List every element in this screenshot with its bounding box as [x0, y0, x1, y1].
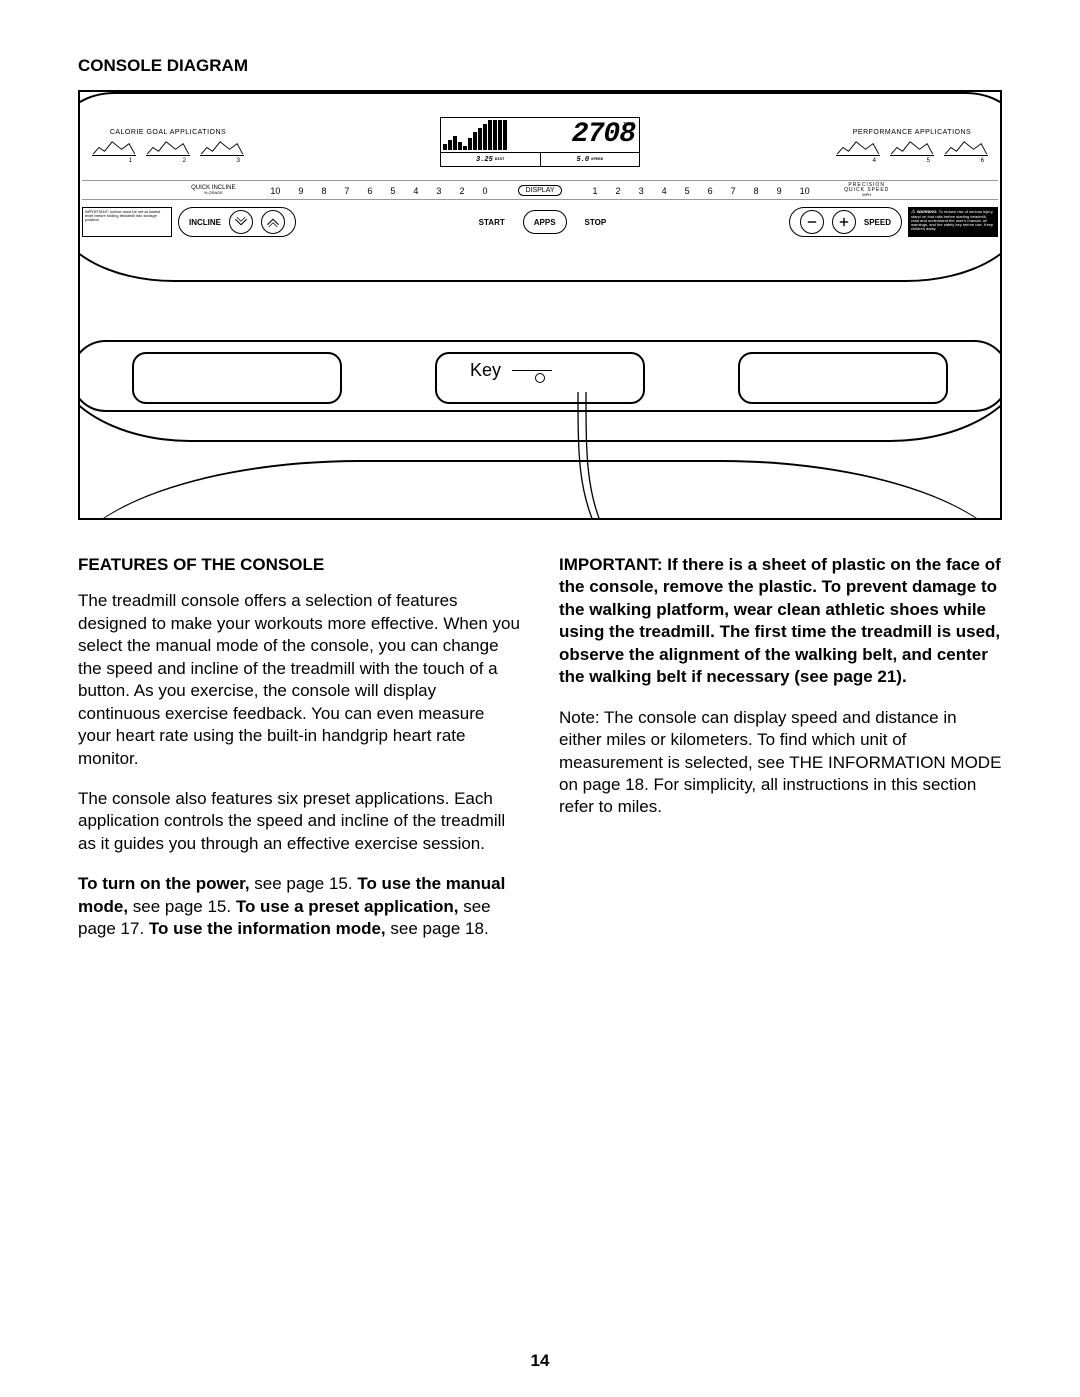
speed-preset-1[interactable]: 1 — [593, 186, 598, 196]
lcd-main-number: 2708 — [517, 121, 639, 149]
features-para-3: To turn on the power, see page 15. To us… — [78, 873, 521, 940]
important-para: IMPORTANT: If there is a sheet of plasti… — [559, 554, 1002, 689]
quick-incline-label: QUICK INCLINE % GRADE — [187, 185, 239, 195]
calorie-app-2[interactable]: 2 — [146, 138, 190, 156]
console-diagram: CALORIE GOAL APPLICATIONS 123 2708 TIME … — [78, 90, 1002, 520]
incline-preset-6[interactable]: 6 — [367, 186, 372, 196]
incline-preset-3[interactable]: 3 — [436, 186, 441, 196]
lcd-profile-bars — [441, 118, 517, 152]
speed-down-button[interactable] — [800, 210, 824, 234]
speed-group: SPEED — [789, 207, 902, 237]
performance-app-5[interactable]: 5 — [890, 138, 934, 156]
handlebar-arc — [78, 388, 1002, 520]
page-number: 14 — [0, 1351, 1080, 1371]
speed-preset-4[interactable]: 4 — [662, 186, 667, 196]
lcd-display: 2708 TIME 3.25DIST 5.0SPEED — [440, 117, 640, 167]
quick-number-row: QUICK INCLINE % GRADE 10 9 8 7 6 5 4 3 2 0 DISPLA… — [82, 180, 998, 200]
speed-preset-6[interactable]: 6 — [708, 186, 713, 196]
calorie-apps: CALORIE GOAL APPLICATIONS 123 — [92, 129, 244, 156]
speed-preset-8[interactable]: 8 — [754, 186, 759, 196]
incline-preset-0[interactable]: 0 — [482, 186, 487, 196]
tether-cord — [568, 392, 688, 520]
incline-label: INCLINE — [189, 218, 221, 227]
lcd-dist: 3.25DIST — [441, 153, 540, 166]
incline-preset-9[interactable]: 9 — [298, 186, 303, 196]
calorie-apps-label: CALORIE GOAL APPLICATIONS — [110, 129, 226, 136]
text-columns: FEATURES OF THE CONSOLE The treadmill co… — [78, 554, 1002, 959]
calorie-app-3[interactable]: 3 — [200, 138, 244, 156]
incline-down-button[interactable] — [229, 210, 253, 234]
lcd-time-unit: TIME — [623, 122, 635, 128]
right-column: IMPORTANT: If there is a sheet of plasti… — [559, 554, 1002, 959]
incline-preset-7[interactable]: 7 — [344, 186, 349, 196]
performance-apps-label: PERFORMANCE APPLICATIONS — [853, 129, 971, 136]
start-button[interactable]: START — [479, 218, 505, 227]
speed-preset-2[interactable]: 2 — [616, 186, 621, 196]
incline-group: INCLINE — [178, 207, 296, 237]
diagram-title: CONSOLE DIAGRAM — [78, 56, 1002, 76]
incline-preset-5[interactable]: 5 — [390, 186, 395, 196]
important-incline-note: IMPORTANT: Incline must be set at lowest… — [82, 207, 172, 237]
features-para-2: The console also features six preset app… — [78, 788, 521, 855]
performance-app-4[interactable]: 4 — [836, 138, 880, 156]
display-button[interactable]: DISPLAY — [518, 185, 561, 196]
incline-up-button[interactable] — [261, 210, 285, 234]
features-heading: FEATURES OF THE CONSOLE — [78, 554, 521, 576]
speed-up-button[interactable] — [832, 210, 856, 234]
control-row: IMPORTANT: Incline must be set at lowest… — [82, 204, 998, 240]
warning-box: ⚠ WARNING: To reduce risk of serious inj… — [908, 207, 998, 237]
stop-button[interactable]: STOP — [585, 218, 607, 227]
incline-preset-8[interactable]: 8 — [321, 186, 326, 196]
key-hole[interactable] — [535, 373, 545, 383]
note-para: Note: The console can display speed and … — [559, 707, 1002, 819]
quick-speed-label: PRECISION QUICK SPEED MPH — [841, 183, 893, 197]
applications-row: CALORIE GOAL APPLICATIONS 123 2708 TIME … — [92, 112, 988, 172]
calorie-app-1[interactable]: 1 — [92, 138, 136, 156]
key-callout-label: Key — [470, 360, 501, 381]
speed-preset-7[interactable]: 7 — [731, 186, 736, 196]
apps-button[interactable]: APPS — [523, 210, 567, 234]
speed-preset-5[interactable]: 5 — [685, 186, 690, 196]
speed-label: SPEED — [864, 218, 891, 227]
performance-apps: PERFORMANCE APPLICATIONS 456 — [836, 129, 988, 156]
incline-preset-4[interactable]: 4 — [413, 186, 418, 196]
left-column: FEATURES OF THE CONSOLE The treadmill co… — [78, 554, 521, 959]
speed-preset-10[interactable]: 10 — [800, 186, 810, 196]
performance-app-6[interactable]: 6 — [944, 138, 988, 156]
incline-preset-10[interactable]: 10 — [270, 186, 280, 196]
lcd-speed: 5.0SPEED — [540, 153, 640, 166]
incline-preset-2[interactable]: 2 — [459, 186, 464, 196]
features-para-1: The treadmill console offers a selection… — [78, 590, 521, 770]
speed-preset-9[interactable]: 9 — [777, 186, 782, 196]
speed-preset-3[interactable]: 3 — [639, 186, 644, 196]
